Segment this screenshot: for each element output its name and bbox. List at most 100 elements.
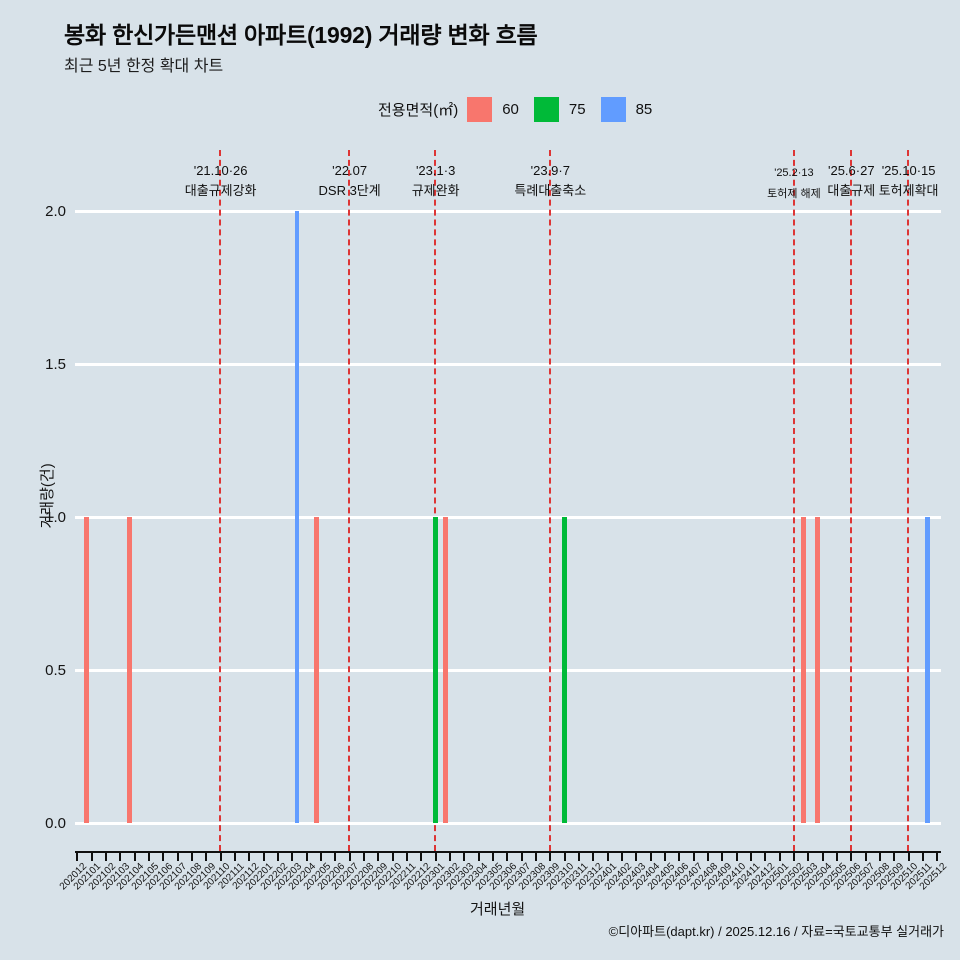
chart-subtitle: 최근 5년 한정 확대 차트 xyxy=(64,58,224,75)
y-tick-label-1.0: 1.0 xyxy=(45,508,66,526)
event-line-202502 xyxy=(792,150,795,851)
legend-swatch-75 xyxy=(533,96,559,122)
event-annotation-202110: '21.10·26 대출규제강화 xyxy=(185,161,257,201)
x-tick-202109 xyxy=(205,853,208,861)
event-date: '25.2·13 xyxy=(774,167,814,179)
x-tick-202108 xyxy=(190,853,193,861)
x-tick-202308 xyxy=(534,853,537,861)
x-tick-202103 xyxy=(119,853,122,861)
x-tick-202402 xyxy=(620,853,623,861)
x-axis-line xyxy=(75,851,941,853)
x-tick-202304 xyxy=(477,853,480,861)
legend-swatch-60 xyxy=(467,96,493,122)
y-tick-label-0.0: 0.0 xyxy=(45,814,66,832)
event-line-202510 xyxy=(907,150,910,851)
x-tick-202408 xyxy=(706,853,709,861)
legend-swatch-85 xyxy=(600,96,626,122)
x-tick-202211 xyxy=(405,853,408,861)
bar-202511-area85 xyxy=(925,517,931,823)
x-tick-202207 xyxy=(348,853,351,861)
x-tick-202203 xyxy=(291,853,294,861)
event-annotation-202506: '25.6·27 대출규제 xyxy=(827,161,875,201)
x-tick-202112 xyxy=(248,853,251,861)
x-tick-202212 xyxy=(420,853,423,861)
gridline-1.5 xyxy=(75,362,941,366)
event-line-202110 xyxy=(219,150,222,851)
x-tick-202407 xyxy=(692,853,695,861)
gridline-0.5 xyxy=(75,668,941,672)
legend-item-75: 75 xyxy=(533,96,586,122)
gridline-2.0 xyxy=(75,209,941,213)
event-date: '25.6·27 xyxy=(827,163,875,178)
x-tick-202503 xyxy=(807,853,810,861)
x-tick-202504 xyxy=(821,853,824,861)
event-label: 대출규제강화 xyxy=(184,183,257,198)
legend-item-60: 60 xyxy=(467,96,519,122)
x-tick-202303 xyxy=(463,853,466,861)
x-tick-202306 xyxy=(506,853,509,861)
x-tick-202411 xyxy=(749,853,752,861)
bar-202302-area60 xyxy=(442,517,448,823)
x-tick-202512 xyxy=(936,853,939,861)
x-tick-202105 xyxy=(147,853,150,861)
event-annotation-202502: '25.2·13 토허제 해제 xyxy=(767,161,821,205)
event-line-202207 xyxy=(348,150,351,851)
event-annotation-202309: '23.9·7 특례대출축소 xyxy=(514,161,586,201)
x-tick-202403 xyxy=(635,853,638,861)
event-annotation-202207: '22.07 DSR 3단계 xyxy=(319,161,381,201)
x-tick-202509 xyxy=(893,853,896,861)
event-date: '25.10·15 xyxy=(881,163,936,178)
x-tick-202401 xyxy=(606,853,609,861)
x-tick-202012 xyxy=(76,853,79,861)
y-tick-label-0.5: 0.5 xyxy=(45,661,66,679)
x-tick-202201 xyxy=(262,853,265,861)
event-label: DSR 3단계 xyxy=(318,183,381,198)
x-tick-202301 xyxy=(434,853,437,861)
legend-item-label: 85 xyxy=(635,100,653,118)
y-tick-label-2.0: 2.0 xyxy=(45,202,66,220)
legend-item-85: 85 xyxy=(600,96,653,122)
bar-202101-area60 xyxy=(84,517,90,823)
x-tick-202502 xyxy=(792,853,795,861)
chart-title: 봉화 한신가든맨션 아파트(1992) 거래량 변화 흐름 xyxy=(64,22,538,48)
x-axis-title: 거래년월 xyxy=(470,901,526,918)
event-label: 토허제확대 xyxy=(878,183,939,198)
x-tick-202102 xyxy=(104,853,107,861)
x-tick-202412 xyxy=(764,853,767,861)
x-tick-202101 xyxy=(90,853,93,861)
bar-202504-area60 xyxy=(815,517,821,823)
footer-credit: ©디아파트(dapt.kr) / 2025.12.16 / 자료=국토교통부 실… xyxy=(608,924,944,939)
event-date: '23.1·3 xyxy=(415,163,456,178)
gridline-0.0 xyxy=(75,821,941,825)
x-tick-202111 xyxy=(233,853,236,861)
x-tick-202311 xyxy=(577,853,580,861)
event-line-202309 xyxy=(549,150,552,851)
event-label: 대출규제 xyxy=(827,183,876,198)
event-line-202301 xyxy=(434,150,437,851)
x-tick-202506 xyxy=(850,853,853,861)
bar-202503-area60 xyxy=(801,517,806,823)
legend-items: 60 75 85 xyxy=(467,96,656,122)
legend-item-label: 60 xyxy=(502,100,519,118)
legend-title: 전용면적(㎡) xyxy=(378,101,459,119)
bar-202104-area60 xyxy=(127,517,133,823)
x-tick-202106 xyxy=(162,853,165,861)
x-tick-202305 xyxy=(491,853,494,861)
x-tick-202501 xyxy=(778,853,781,861)
x-tick-202210 xyxy=(391,853,394,861)
x-tick-202208 xyxy=(362,853,365,861)
x-tick-202507 xyxy=(864,853,867,861)
x-tick-202410 xyxy=(735,853,738,861)
bar-202205-area60 xyxy=(313,517,319,823)
x-tick-202404 xyxy=(649,853,652,861)
x-tick-202511 xyxy=(921,853,924,861)
x-tick-202508 xyxy=(878,853,881,861)
x-tick-202505 xyxy=(835,853,838,861)
x-tick-202107 xyxy=(176,853,179,861)
event-date: '23.9·7 xyxy=(530,163,570,178)
x-tick-202209 xyxy=(377,853,380,861)
event-annotation-202510: '25.10·15 토허제확대 xyxy=(879,161,939,201)
event-date: '21.10·26 xyxy=(193,163,248,178)
event-label: 특례대출축소 xyxy=(514,183,587,198)
x-tick-202406 xyxy=(678,853,681,861)
